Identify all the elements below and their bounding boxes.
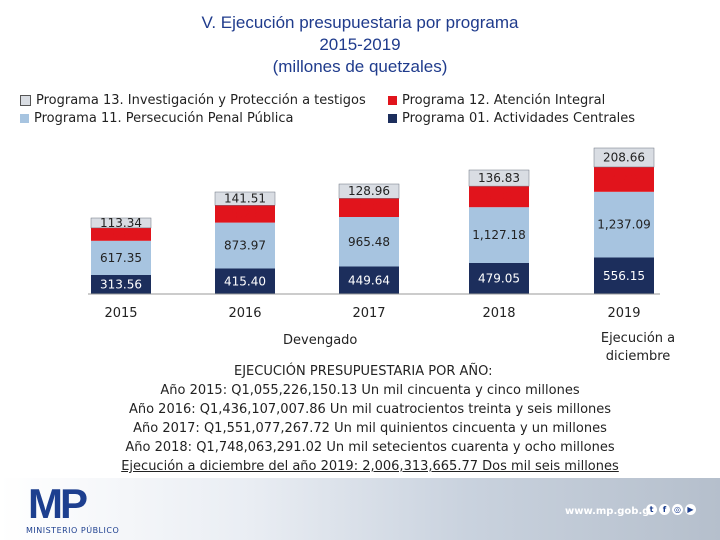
bar-segment-2017-series-0 [339, 266, 399, 294]
x-tick-label-2017: 2017 [352, 306, 385, 321]
bar-segment-2018-series-0 [469, 263, 529, 294]
bar-segment-2015-series-0 [91, 275, 151, 294]
legend-swatch-programa-01 [388, 114, 397, 123]
devengado-label: Devengado [283, 333, 358, 348]
summary-line-2017: Año 2017: Q1,551,077,267.72 Un mil quini… [133, 421, 607, 436]
summary-line-2018: Año 2018: Q1,748,063,291.02 Un mil setec… [125, 440, 615, 455]
data-label-2019-series-0: 556.15 [603, 269, 645, 283]
bar-segment-2015-series-1 [91, 240, 151, 275]
bar-segment-2018-series-3 [468, 169, 530, 187]
x-tick-label-2019: 2019 [607, 306, 640, 321]
data-label-2019-series-2: 4.40 [611, 172, 638, 186]
bar-segment-2016-series-0 [215, 268, 275, 294]
ejecucion-label-line-1: Ejecución a [600, 331, 676, 346]
x-tick-label-2016: 2016 [228, 306, 261, 321]
legend-label-programa-12: Programa 12. Atención Integral [402, 93, 606, 108]
bar-segment-2016-series-1 [215, 222, 275, 269]
data-label-2017-series-3: 128.96 [348, 184, 390, 198]
website-url[interactable]: www.mp.gob.gt [565, 506, 655, 517]
data-label-2015-series-0: 313.56 [100, 278, 142, 292]
legend-label-programa-11: Programa 11. Persecución Penal Pública [34, 111, 294, 126]
legend-swatch-programa-13 [20, 95, 31, 106]
chart-title: V. Ejecución presupuestaria por programa… [0, 12, 720, 78]
twitter-icon[interactable]: t [646, 504, 657, 515]
bar-segment-2015-series-2 [91, 227, 151, 241]
mp-logo: MP [28, 480, 88, 527]
chart-title-line-3: (millones de quetzales) [272, 57, 448, 76]
legend-swatch-programa-11 [20, 114, 29, 123]
data-label-2019-series-1: 1,237.09 [597, 218, 650, 232]
x-tick-label-2018: 2018 [482, 306, 515, 321]
data-label-2018-series-0: 479.05 [478, 272, 520, 286]
legend-label-programa-13: Programa 13. Investigación y Protección … [36, 93, 366, 108]
instagram-icon[interactable]: ◎ [672, 504, 683, 515]
summary-line-2015: Año 2015: Q1,055,226,150.13 Un mil cincu… [160, 383, 580, 398]
chart-title-line-1: V. Ejecución presupuestaria por programa [201, 13, 519, 32]
annual-summary: EJECUCIÓN PRESUPUESTARIA POR AÑO: Año 20… [60, 362, 680, 476]
bar-segment-2017-series-1 [339, 217, 399, 267]
bar-segment-2015-series-3 [90, 217, 152, 229]
data-label-2017-series-1: 965.48 [348, 235, 390, 249]
summary-line-2016: Año 2016: Q1,436,107,007.86 Un mil cuatr… [128, 402, 612, 417]
footer-bar: MP MINISTERIO PÚBLICO www.mp.gob.gt t f … [0, 478, 720, 540]
data-label-2015-series-2: 10.98 [104, 227, 138, 241]
bar-segment-2016-series-3 [214, 191, 276, 206]
bar-segment-2019-series-1 [594, 191, 654, 258]
bar-segment-2017-series-2 [339, 198, 399, 217]
chart-title-line-2: 2015-2019 [319, 35, 401, 54]
summary-line-2019: Ejecución a diciembre del año 2019: 2,00… [121, 459, 619, 474]
data-label-2016-series-0: 415.40 [224, 274, 266, 288]
bar-segment-2019-series-2 [594, 166, 654, 192]
data-label-2017-series-0: 449.64 [348, 273, 390, 287]
ejecucion-diciembre-label: Ejecución a diciembre [588, 330, 688, 366]
data-label-2017-series-2: 7.00 [356, 201, 383, 215]
data-label-2016-series-3: 141.51 [224, 192, 266, 206]
youtube-icon[interactable]: ▶ [685, 504, 696, 515]
legend-item-programa-13: Programa 13. Investigación y Protección … [20, 93, 366, 108]
data-label-2016-series-2: 5.23 [232, 207, 259, 221]
legend-swatch-programa-12 [388, 96, 397, 105]
bar-segment-2018-series-2 [469, 186, 529, 208]
data-label-2015-series-3: 113.34 [100, 216, 142, 230]
summary-heading: EJECUCIÓN PRESUPUESTARIA POR AÑO: [234, 364, 493, 379]
data-label-2018-series-2: 5.00 [486, 190, 513, 204]
mp-logo-subtext: MINISTERIO PÚBLICO [26, 526, 120, 535]
bar-segment-2019-series-3 [593, 147, 655, 168]
legend-label-programa-01: Programa 01. Actividades Centrales [402, 111, 636, 126]
data-label-2018-series-3: 136.83 [478, 171, 520, 185]
legend-item-programa-11: Programa 11. Persecución Penal Pública [20, 111, 293, 126]
bar-segment-2018-series-1 [469, 207, 529, 263]
legend-item-programa-01: Programa 01. Actividades Centrales [388, 111, 635, 126]
bar-segment-2017-series-3 [338, 183, 400, 199]
data-label-2015-series-1: 617.35 [100, 251, 142, 265]
bar-segment-2019-series-0 [594, 257, 654, 294]
social-icons: t f ◎ ▶ [646, 504, 698, 515]
x-tick-label-2015: 2015 [104, 306, 137, 321]
data-label-2016-series-1: 873.97 [224, 239, 266, 253]
data-label-2019-series-3: 208.66 [603, 150, 645, 164]
ejecucion-label-line-2: diciembre [605, 349, 671, 364]
data-label-2018-series-1: 1,127.18 [472, 228, 525, 242]
legend-item-programa-12: Programa 12. Atención Integral [388, 93, 605, 108]
facebook-icon[interactable]: f [659, 504, 670, 515]
bar-segment-2016-series-2 [215, 205, 275, 223]
